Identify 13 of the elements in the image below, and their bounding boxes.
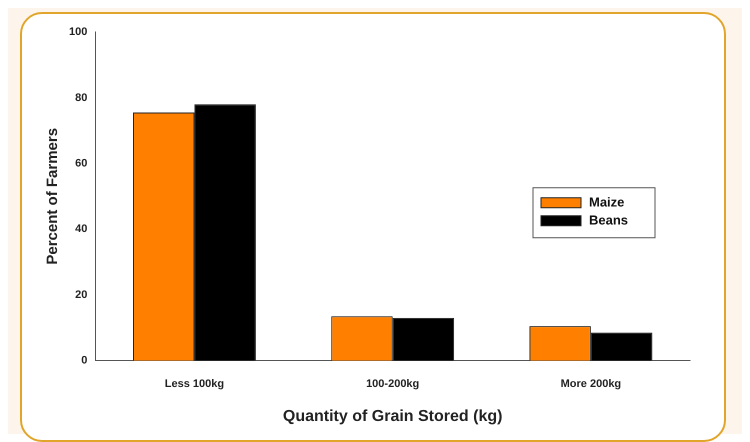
x-tick-label: 100-200kg [366, 378, 420, 390]
y-tick-label: 80 [75, 92, 88, 104]
x-axis-title: Quantity of Grain Stored (kg) [282, 408, 502, 425]
legend-label: Beans [589, 212, 628, 228]
y-tick-label: 0 [81, 354, 88, 367]
y-tick-label: 100 [68, 26, 88, 38]
legend-label: Maize [589, 194, 624, 210]
y-axis-title: Percent of Farmers [44, 128, 62, 265]
x-tick-label: Less 100kg [164, 378, 224, 390]
y-tick-label: 20 [75, 288, 88, 301]
x-tick-label: More 200kg [560, 378, 622, 390]
y-tick-label: 40 [75, 223, 88, 236]
y-tick-label: 60 [75, 157, 88, 170]
